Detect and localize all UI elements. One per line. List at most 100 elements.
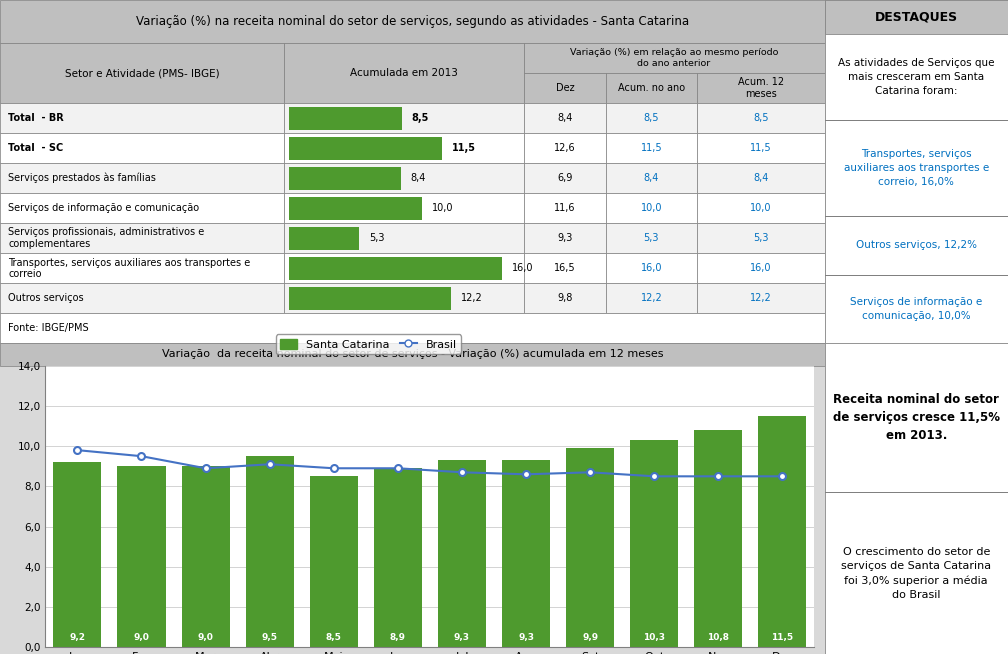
Text: Acumulada em 2013: Acumulada em 2013 xyxy=(350,68,458,78)
Bar xyxy=(288,197,422,220)
Text: 11,5: 11,5 xyxy=(640,143,662,153)
Text: 8,4: 8,4 xyxy=(644,173,659,183)
Bar xyxy=(697,253,825,283)
Text: 11,5: 11,5 xyxy=(771,634,793,642)
Bar xyxy=(825,492,1008,654)
Bar xyxy=(0,103,284,133)
Bar xyxy=(697,73,825,103)
Bar xyxy=(0,133,284,164)
Text: 11,5: 11,5 xyxy=(452,143,476,153)
Bar xyxy=(0,43,284,103)
Bar xyxy=(523,133,606,164)
Bar xyxy=(0,313,825,343)
Text: 6,9: 6,9 xyxy=(557,173,573,183)
Text: 9,5: 9,5 xyxy=(262,634,277,642)
Bar xyxy=(284,223,523,253)
Bar xyxy=(437,460,486,647)
Text: Acum. no ano: Acum. no ano xyxy=(618,83,685,93)
Bar xyxy=(53,462,102,647)
Text: Dez: Dez xyxy=(555,83,575,93)
Text: Transportes, serviços auxiliares aos transportes e
correio: Transportes, serviços auxiliares aos tra… xyxy=(8,258,251,279)
Bar xyxy=(697,283,825,313)
Bar xyxy=(825,275,1008,343)
Text: Variação  da receita nominal do setor de serviços - Variação (%) acumulada em 12: Variação da receita nominal do setor de … xyxy=(161,349,663,360)
Text: 9,3: 9,3 xyxy=(557,233,573,243)
Bar xyxy=(284,194,523,223)
Text: Fonte: IBGE/PMS: Fonte: IBGE/PMS xyxy=(8,323,89,334)
Text: 16,0: 16,0 xyxy=(750,264,771,273)
Text: Outros serviços: Outros serviços xyxy=(8,294,84,303)
Bar xyxy=(284,164,523,194)
Text: 9,0: 9,0 xyxy=(198,634,214,642)
Bar xyxy=(825,120,1008,216)
Bar xyxy=(606,223,697,253)
Bar xyxy=(288,107,402,129)
Bar xyxy=(288,137,442,160)
Bar xyxy=(697,223,825,253)
Bar xyxy=(523,164,606,194)
Text: 16,0: 16,0 xyxy=(512,264,533,273)
Bar xyxy=(606,133,697,164)
Bar xyxy=(118,466,165,647)
Bar xyxy=(0,253,284,283)
Bar xyxy=(606,253,697,283)
Text: 8,4: 8,4 xyxy=(557,113,573,123)
Text: 5,3: 5,3 xyxy=(369,233,385,243)
Text: 8,4: 8,4 xyxy=(410,173,426,183)
Bar xyxy=(606,283,697,313)
Text: 9,3: 9,3 xyxy=(518,634,534,642)
Text: Acum. 12
meses: Acum. 12 meses xyxy=(738,77,783,99)
Text: 10,0: 10,0 xyxy=(641,203,662,213)
Text: Receita nominal do setor
de serviços cresce 11,5%
em 2013.: Receita nominal do setor de serviços cre… xyxy=(833,394,1000,442)
Text: 10,0: 10,0 xyxy=(750,203,771,213)
Text: 16,0: 16,0 xyxy=(641,264,662,273)
Text: Transportes, serviços
auxiliares aos transportes e
correio, 16,0%: Transportes, serviços auxiliares aos tra… xyxy=(844,149,989,187)
Bar xyxy=(606,73,697,103)
Bar xyxy=(697,103,825,133)
Bar xyxy=(825,0,1008,35)
Bar xyxy=(374,468,422,647)
Bar xyxy=(523,253,606,283)
Text: 11,5: 11,5 xyxy=(750,143,771,153)
Bar xyxy=(284,253,523,283)
Text: Outros serviços, 12,2%: Outros serviços, 12,2% xyxy=(856,241,977,250)
Bar xyxy=(630,440,678,647)
Bar xyxy=(825,35,1008,120)
Text: 10,0: 10,0 xyxy=(431,203,454,213)
Text: Serviços profissionais, administrativos e
complementares: Serviços profissionais, administrativos … xyxy=(8,228,205,249)
Bar xyxy=(246,456,293,647)
Bar xyxy=(697,194,825,223)
Bar xyxy=(697,164,825,194)
Bar xyxy=(0,223,284,253)
Text: 8,5: 8,5 xyxy=(644,113,659,123)
Text: DESTAQUES: DESTAQUES xyxy=(875,10,958,24)
Text: Serviços de informação e comunicação: Serviços de informação e comunicação xyxy=(8,203,200,213)
Text: 10,8: 10,8 xyxy=(708,634,730,642)
Text: 16,5: 16,5 xyxy=(554,264,576,273)
Text: Total  - BR: Total - BR xyxy=(8,113,64,123)
Bar xyxy=(0,194,284,223)
Bar xyxy=(825,216,1008,275)
Bar xyxy=(695,430,742,647)
Text: 12,2: 12,2 xyxy=(640,294,662,303)
Bar xyxy=(523,223,606,253)
Bar xyxy=(523,194,606,223)
Bar xyxy=(0,283,284,313)
Bar xyxy=(284,43,523,103)
Text: 9,3: 9,3 xyxy=(454,634,470,642)
Bar xyxy=(181,466,230,647)
Bar xyxy=(284,283,523,313)
Text: 5,3: 5,3 xyxy=(753,233,768,243)
Bar xyxy=(758,416,806,647)
Text: Variação (%) em relação ao mesmo período
do ano anterior: Variação (%) em relação ao mesmo período… xyxy=(570,48,778,68)
Text: 8,5: 8,5 xyxy=(412,113,429,123)
Text: 5,3: 5,3 xyxy=(644,233,659,243)
Text: 8,9: 8,9 xyxy=(390,634,406,642)
Bar xyxy=(502,460,550,647)
Text: Serviços de informação e
comunicação, 10,0%: Serviços de informação e comunicação, 10… xyxy=(850,297,983,321)
Text: Setor e Atividade (PMS- IBGE): Setor e Atividade (PMS- IBGE) xyxy=(65,68,220,78)
Bar xyxy=(284,133,523,164)
Text: 12,2: 12,2 xyxy=(462,294,483,303)
Bar xyxy=(523,43,825,73)
Bar xyxy=(284,103,523,133)
